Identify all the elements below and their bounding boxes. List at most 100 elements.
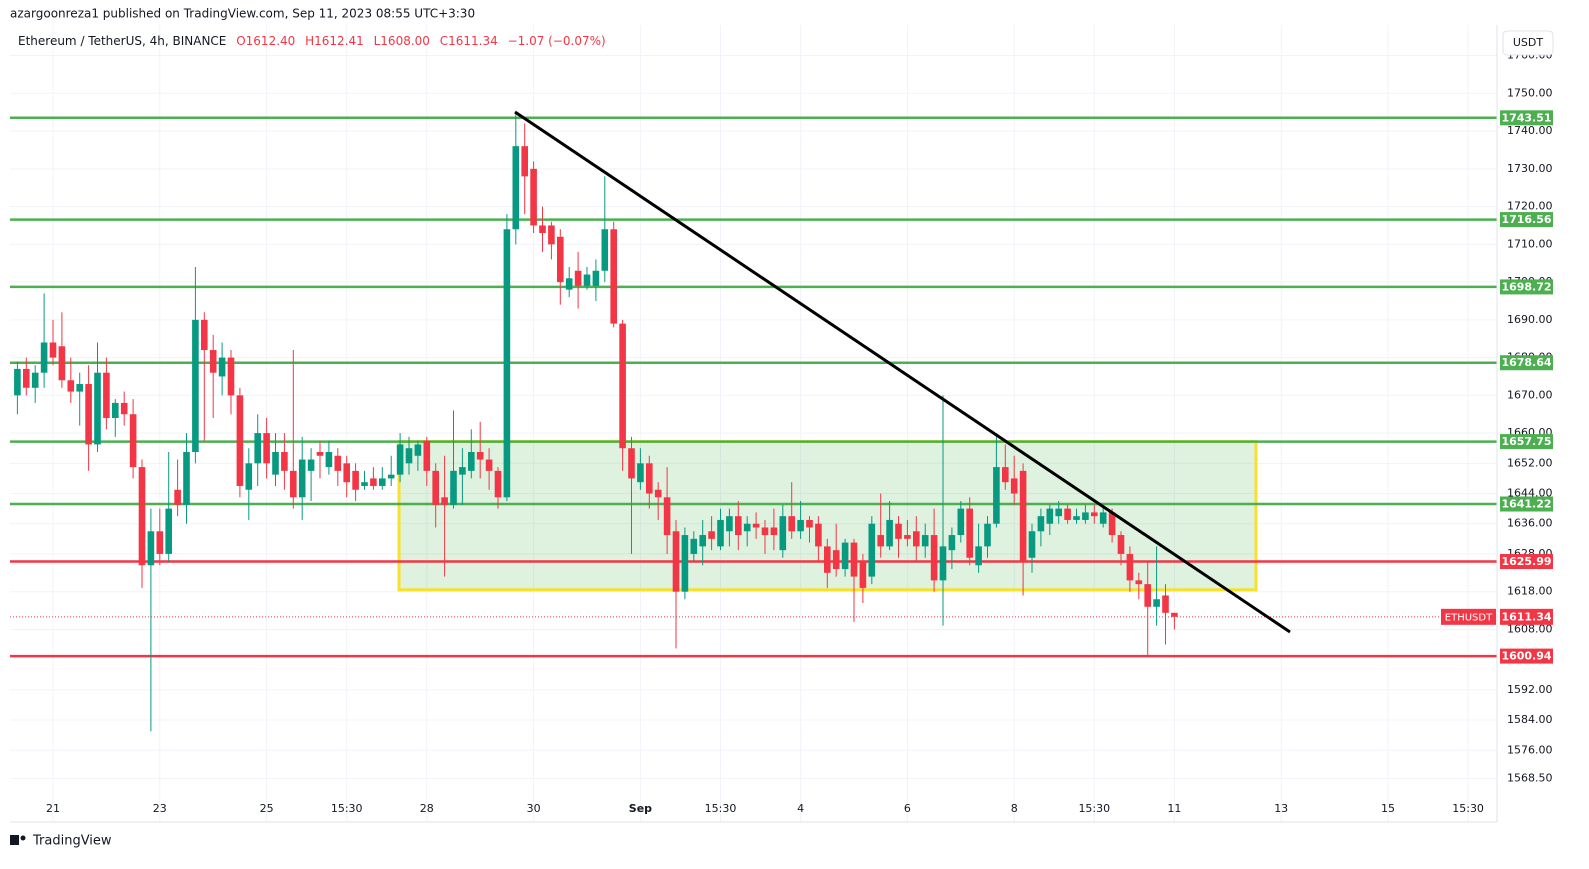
candle-body [957,508,965,536]
candle-body [1162,595,1169,613]
candle-body [49,342,57,358]
candles [14,112,1178,732]
candle-body [14,368,21,396]
candle-body [138,467,146,566]
candle-body [272,451,279,475]
candle-body [23,368,30,388]
candle-body [432,470,439,505]
x-tick-label: 28 [420,802,434,815]
candle-body [921,535,929,547]
candle-body [361,482,368,486]
candle-body [539,225,546,234]
candle-body [476,451,484,460]
candle-body [574,270,582,286]
candle-body [1099,512,1107,524]
candle-body [690,538,698,554]
axes: 1760.001750.001740.001730.001720.001710.… [46,49,1553,815]
candle-body [619,323,626,449]
levels [10,116,1497,658]
y-tick-label: 1636.00 [1507,517,1553,530]
candle-body [379,478,386,486]
candle-body [1019,470,1027,562]
candle-body [628,448,635,479]
candle-body [797,519,804,532]
candle-body [352,470,359,490]
candle-body [966,508,973,558]
candle-body [930,535,938,581]
candle-body [209,350,217,373]
y-tick-label: 1608.00 [1507,622,1553,635]
candle-body [156,531,164,554]
y-tick-label: 1568.50 [1507,772,1553,785]
x-tick-label: 13 [1274,802,1288,815]
candle-body [165,508,172,554]
candle-body [1037,516,1045,532]
candle-body [895,523,902,539]
candle-body [815,523,822,547]
level-label-box [1500,434,1553,450]
candle-body [334,455,342,471]
candle-body [592,270,600,286]
candle-body [913,531,920,547]
candle-body [904,535,911,539]
level-label-box [1500,110,1553,126]
candle-body [316,451,324,456]
change-value: −1.07 (−0.07%) [508,34,606,48]
candle-body [824,546,831,573]
candle-body [227,357,235,396]
candle-body [717,519,724,547]
currency-button[interactable] [1502,30,1554,56]
candle-body [1064,508,1071,520]
open-value: O1612.40 [236,34,295,48]
candle-body [58,346,66,381]
candle-body [637,463,644,483]
candle-body [370,478,377,486]
x-tick-label: 15 [1381,802,1395,815]
candle-body [468,451,475,471]
candle-body [325,451,333,468]
last-price-name-box [1441,608,1496,625]
level-label: 1698.72 [1501,280,1551,293]
candle-body [1117,535,1125,554]
candle-body [788,516,795,532]
candle-body [120,402,128,415]
candle-body [218,357,226,377]
symbol-header: Ethereum / TetherUS, 4h, BINANCE O1612.4… [18,34,606,48]
level-label: 1678.64 [1501,356,1551,369]
y-tick-label: 1644.00 [1507,487,1553,500]
candle-body [770,527,778,536]
candle-body [245,463,253,490]
candle-body [1028,531,1036,558]
candle-body [868,523,876,577]
candle-body [1091,512,1098,517]
candle-body [565,278,573,290]
candle-body [1055,508,1062,517]
candle-body [663,497,671,536]
x-tick-label: 30 [527,802,541,815]
footer-logo [10,835,26,845]
candle-body [654,489,662,498]
high-value: H1612.41 [305,34,364,48]
candle-body [85,384,92,445]
y-tick-label: 1618.00 [1507,585,1553,598]
candle-body [779,516,787,551]
candle-body [646,463,653,494]
x-tick-label: 15:30 [705,802,737,815]
candle-body [183,451,190,505]
y-tick-label: 1720.00 [1507,200,1553,213]
candle-body [67,380,75,392]
candle-body [343,463,350,483]
candle-body [174,489,181,505]
candle-body [396,444,404,475]
currency-label[interactable]: USDT [1513,36,1544,49]
candle-body [806,519,813,528]
level-label-box [1500,355,1553,371]
level-label-box [1500,554,1553,570]
candle-body [1153,599,1160,607]
y-tick-label: 1690.00 [1507,313,1553,326]
x-tick-label: 15:30 [1078,802,1110,815]
level-label: 1657.75 [1501,435,1551,448]
x-tick-label: 8 [1011,802,1018,815]
candle-body [743,523,751,532]
